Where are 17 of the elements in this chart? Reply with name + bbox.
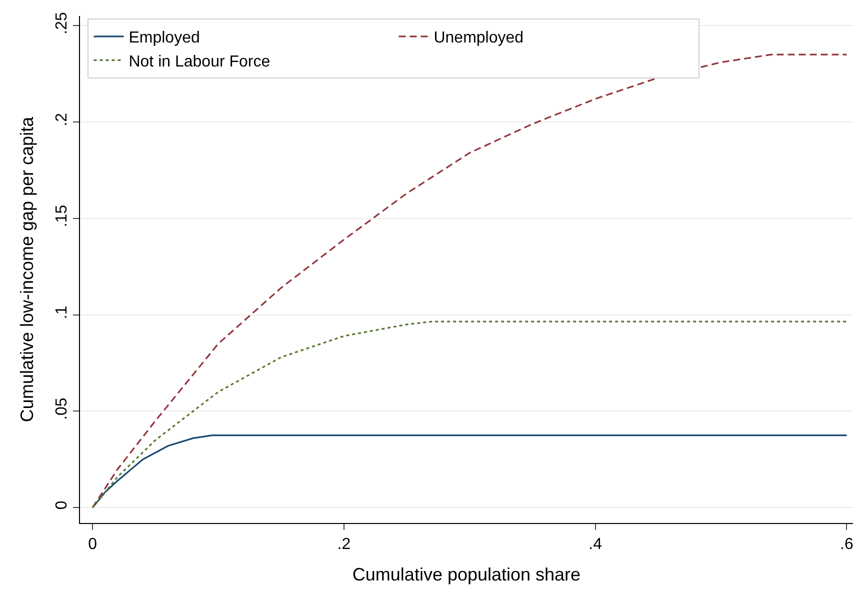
- x-tick-label: .2: [337, 536, 351, 554]
- y-axis-title: Cumulative low-income gap per capita: [16, 116, 37, 422]
- x-tick-label: .6: [840, 536, 854, 554]
- y-tick-label: 0: [54, 500, 71, 510]
- x-tick-label: 0: [88, 536, 98, 554]
- y-tick-label: .2: [54, 112, 71, 126]
- y-tick-label: .1: [54, 306, 71, 320]
- line-series: [92, 320, 848, 508]
- y-tick-label: .25: [54, 12, 71, 34]
- x-axis-title: Cumulative population share: [352, 564, 581, 584]
- legend-label: Not in Labour Force: [128, 53, 270, 70]
- y-tick-label: .05: [54, 398, 71, 420]
- x-tick-label: .4: [588, 536, 602, 554]
- legend-label: Unemployed: [434, 30, 524, 47]
- legend-label: Employed: [128, 30, 200, 47]
- line-series: [92, 54, 848, 508]
- y-tick-label: .15: [54, 204, 71, 228]
